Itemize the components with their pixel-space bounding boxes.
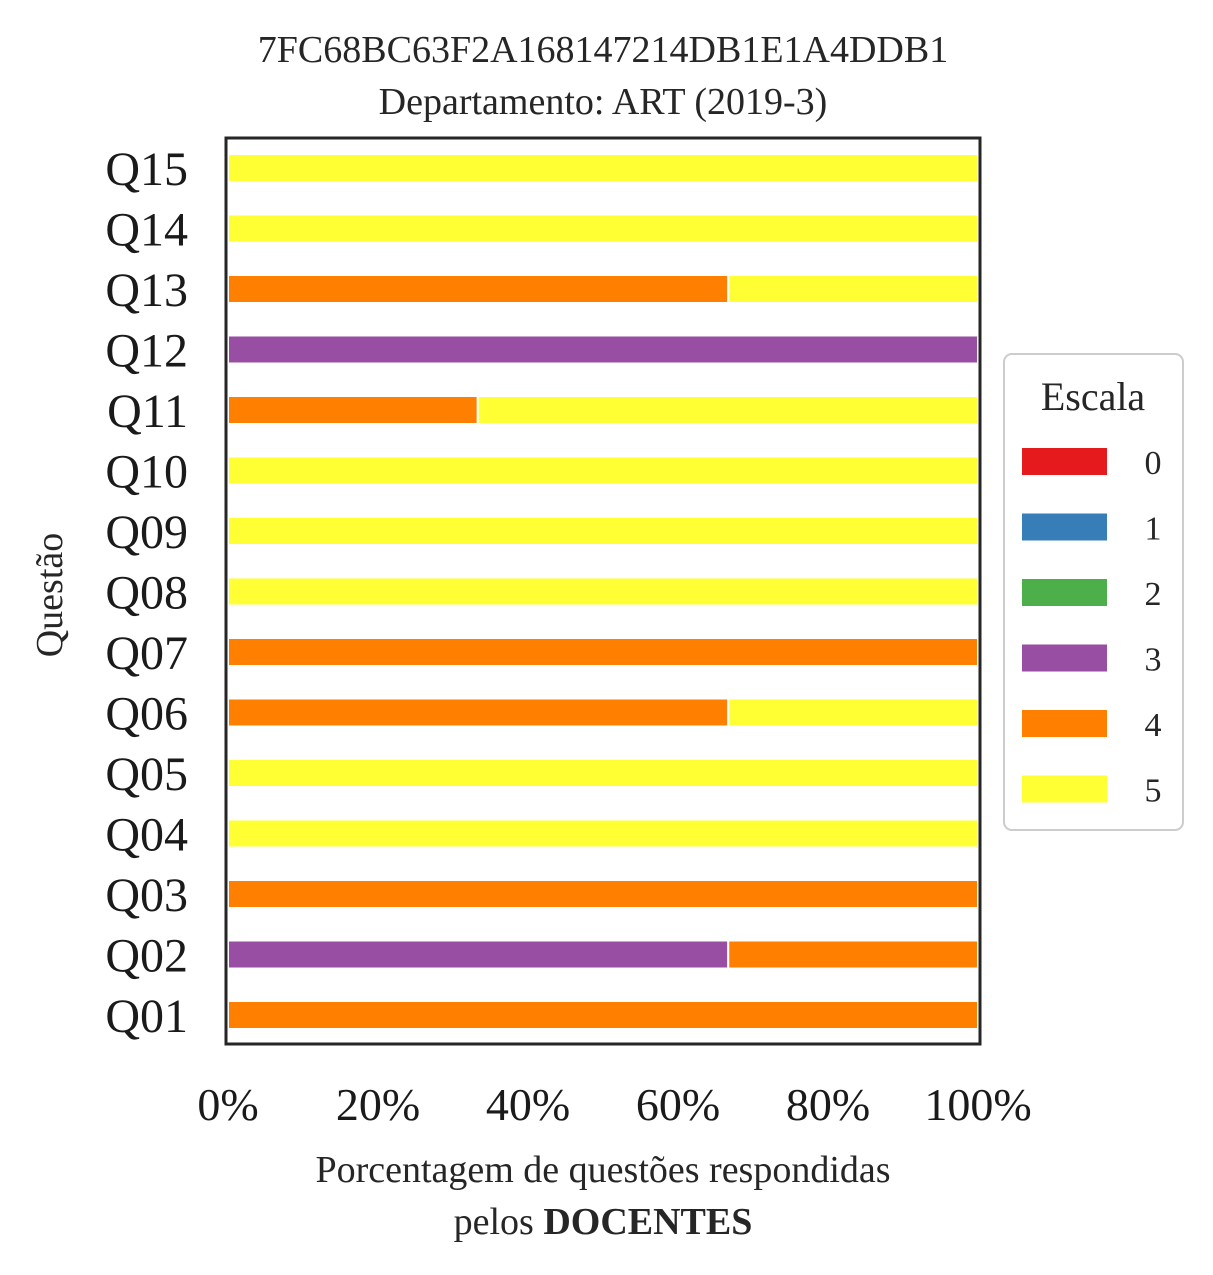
chart-title-line2: Departamento: ART (2019-3): [379, 81, 828, 123]
y-tick-label-q09: Q09: [105, 506, 188, 559]
x-axis-label-bold: DOCENTES: [543, 1201, 752, 1243]
legend-swatch-2: [1022, 579, 1107, 606]
bar-q13-scale-5: [727, 274, 979, 304]
x-tick-label-2: 40%: [486, 1079, 570, 1130]
legend-label-1: 1: [1145, 511, 1162, 548]
y-tick-label-q10: Q10: [105, 446, 188, 499]
bar-q01-scale-4: [227, 1000, 979, 1030]
y-tick-label-q06: Q06: [105, 688, 188, 741]
bar-q11-scale-5: [476, 395, 979, 425]
y-tick-label-q01: Q01: [105, 990, 188, 1043]
y-axis-label: Questão: [29, 533, 71, 658]
bar-q12-scale-3: [227, 334, 979, 365]
bar-q06-scale-4: [227, 697, 730, 728]
y-tick-label-q14: Q14: [105, 204, 188, 257]
bar-q09-scale-5: [227, 516, 979, 546]
y-tick-label-q15: Q15: [105, 143, 188, 196]
y-tick-label-q12: Q12: [105, 325, 188, 378]
bar-q13-scale-4: [227, 274, 730, 304]
plot-frame: [224, 136, 982, 1046]
bar-q08-scale-5: [227, 576, 979, 607]
bar-q02-scale-4: [727, 939, 979, 970]
legend-label-4: 4: [1145, 707, 1162, 744]
legend-label-2: 2: [1145, 576, 1162, 613]
x-axis-label-prefix: pelos: [454, 1201, 534, 1243]
y-tick-label-q13: Q13: [105, 264, 188, 317]
bar-q04-scale-5: [227, 818, 979, 849]
x-tick-label-5: 100%: [924, 1079, 1031, 1130]
legend-swatch-3: [1022, 644, 1107, 672]
legend-label-3: 3: [1145, 642, 1162, 679]
bar-q02-scale-3: [227, 939, 730, 970]
bar-q10-scale-5: [227, 455, 979, 486]
x-tick-label-4: 80%: [786, 1079, 870, 1130]
y-tick-label-q02: Q02: [105, 930, 188, 983]
legend-swatch-0: [1022, 448, 1107, 475]
x-tick-label-1: 20%: [336, 1079, 420, 1130]
y-tick-label-q03: Q03: [105, 869, 188, 922]
x-tick-label-0: 0%: [197, 1079, 258, 1130]
legend-swatch-1: [1022, 513, 1107, 541]
x-axis-label-line1: Porcentagem de questões respondidas: [315, 1149, 890, 1191]
legend-swatch-5: [1022, 775, 1107, 803]
legend-title: Escala: [1041, 374, 1146, 419]
y-tick-label-q07: Q07: [105, 627, 188, 680]
x-axis-label-line2: pelos DOCENTES: [454, 1201, 753, 1243]
bar-q14-scale-5: [227, 213, 979, 244]
y-tick-label-q11: Q11: [107, 385, 188, 438]
bar-q15-scale-5: [227, 153, 979, 183]
bar-q03-scale-4: [227, 879, 979, 909]
legend-label-0: 0: [1145, 445, 1162, 482]
bars-group: [227, 153, 979, 1030]
legend-swatch-4: [1022, 710, 1107, 737]
chart-title-line1: 7FC68BC63F2A168147214DB1E1A4DDB1: [258, 29, 948, 71]
bar-q05-scale-5: [227, 758, 979, 788]
bar-q11-scale-4: [227, 395, 479, 425]
bar-q07-scale-4: [227, 637, 979, 667]
y-tick-label-q04: Q04: [105, 809, 188, 862]
bar-q06-scale-5: [727, 697, 979, 728]
x-tick-labels: 0% 20% 40% 60% 80% 100%: [197, 1079, 1031, 1130]
y-tick-label-q08: Q08: [105, 567, 188, 620]
y-tick-labels: Q01 Q02 Q03 Q04 Q05 Q06 Q07 Q08 Q09 Q10 Q11 Q12 Q13 Q…: [105, 143, 188, 1043]
legend-label-5: 5: [1145, 773, 1162, 810]
legend: Escala 0 1 2 3 4 5: [1003, 353, 1184, 831]
y-tick-label-q05: Q05: [105, 748, 188, 801]
x-tick-label-3: 60%: [636, 1079, 720, 1130]
